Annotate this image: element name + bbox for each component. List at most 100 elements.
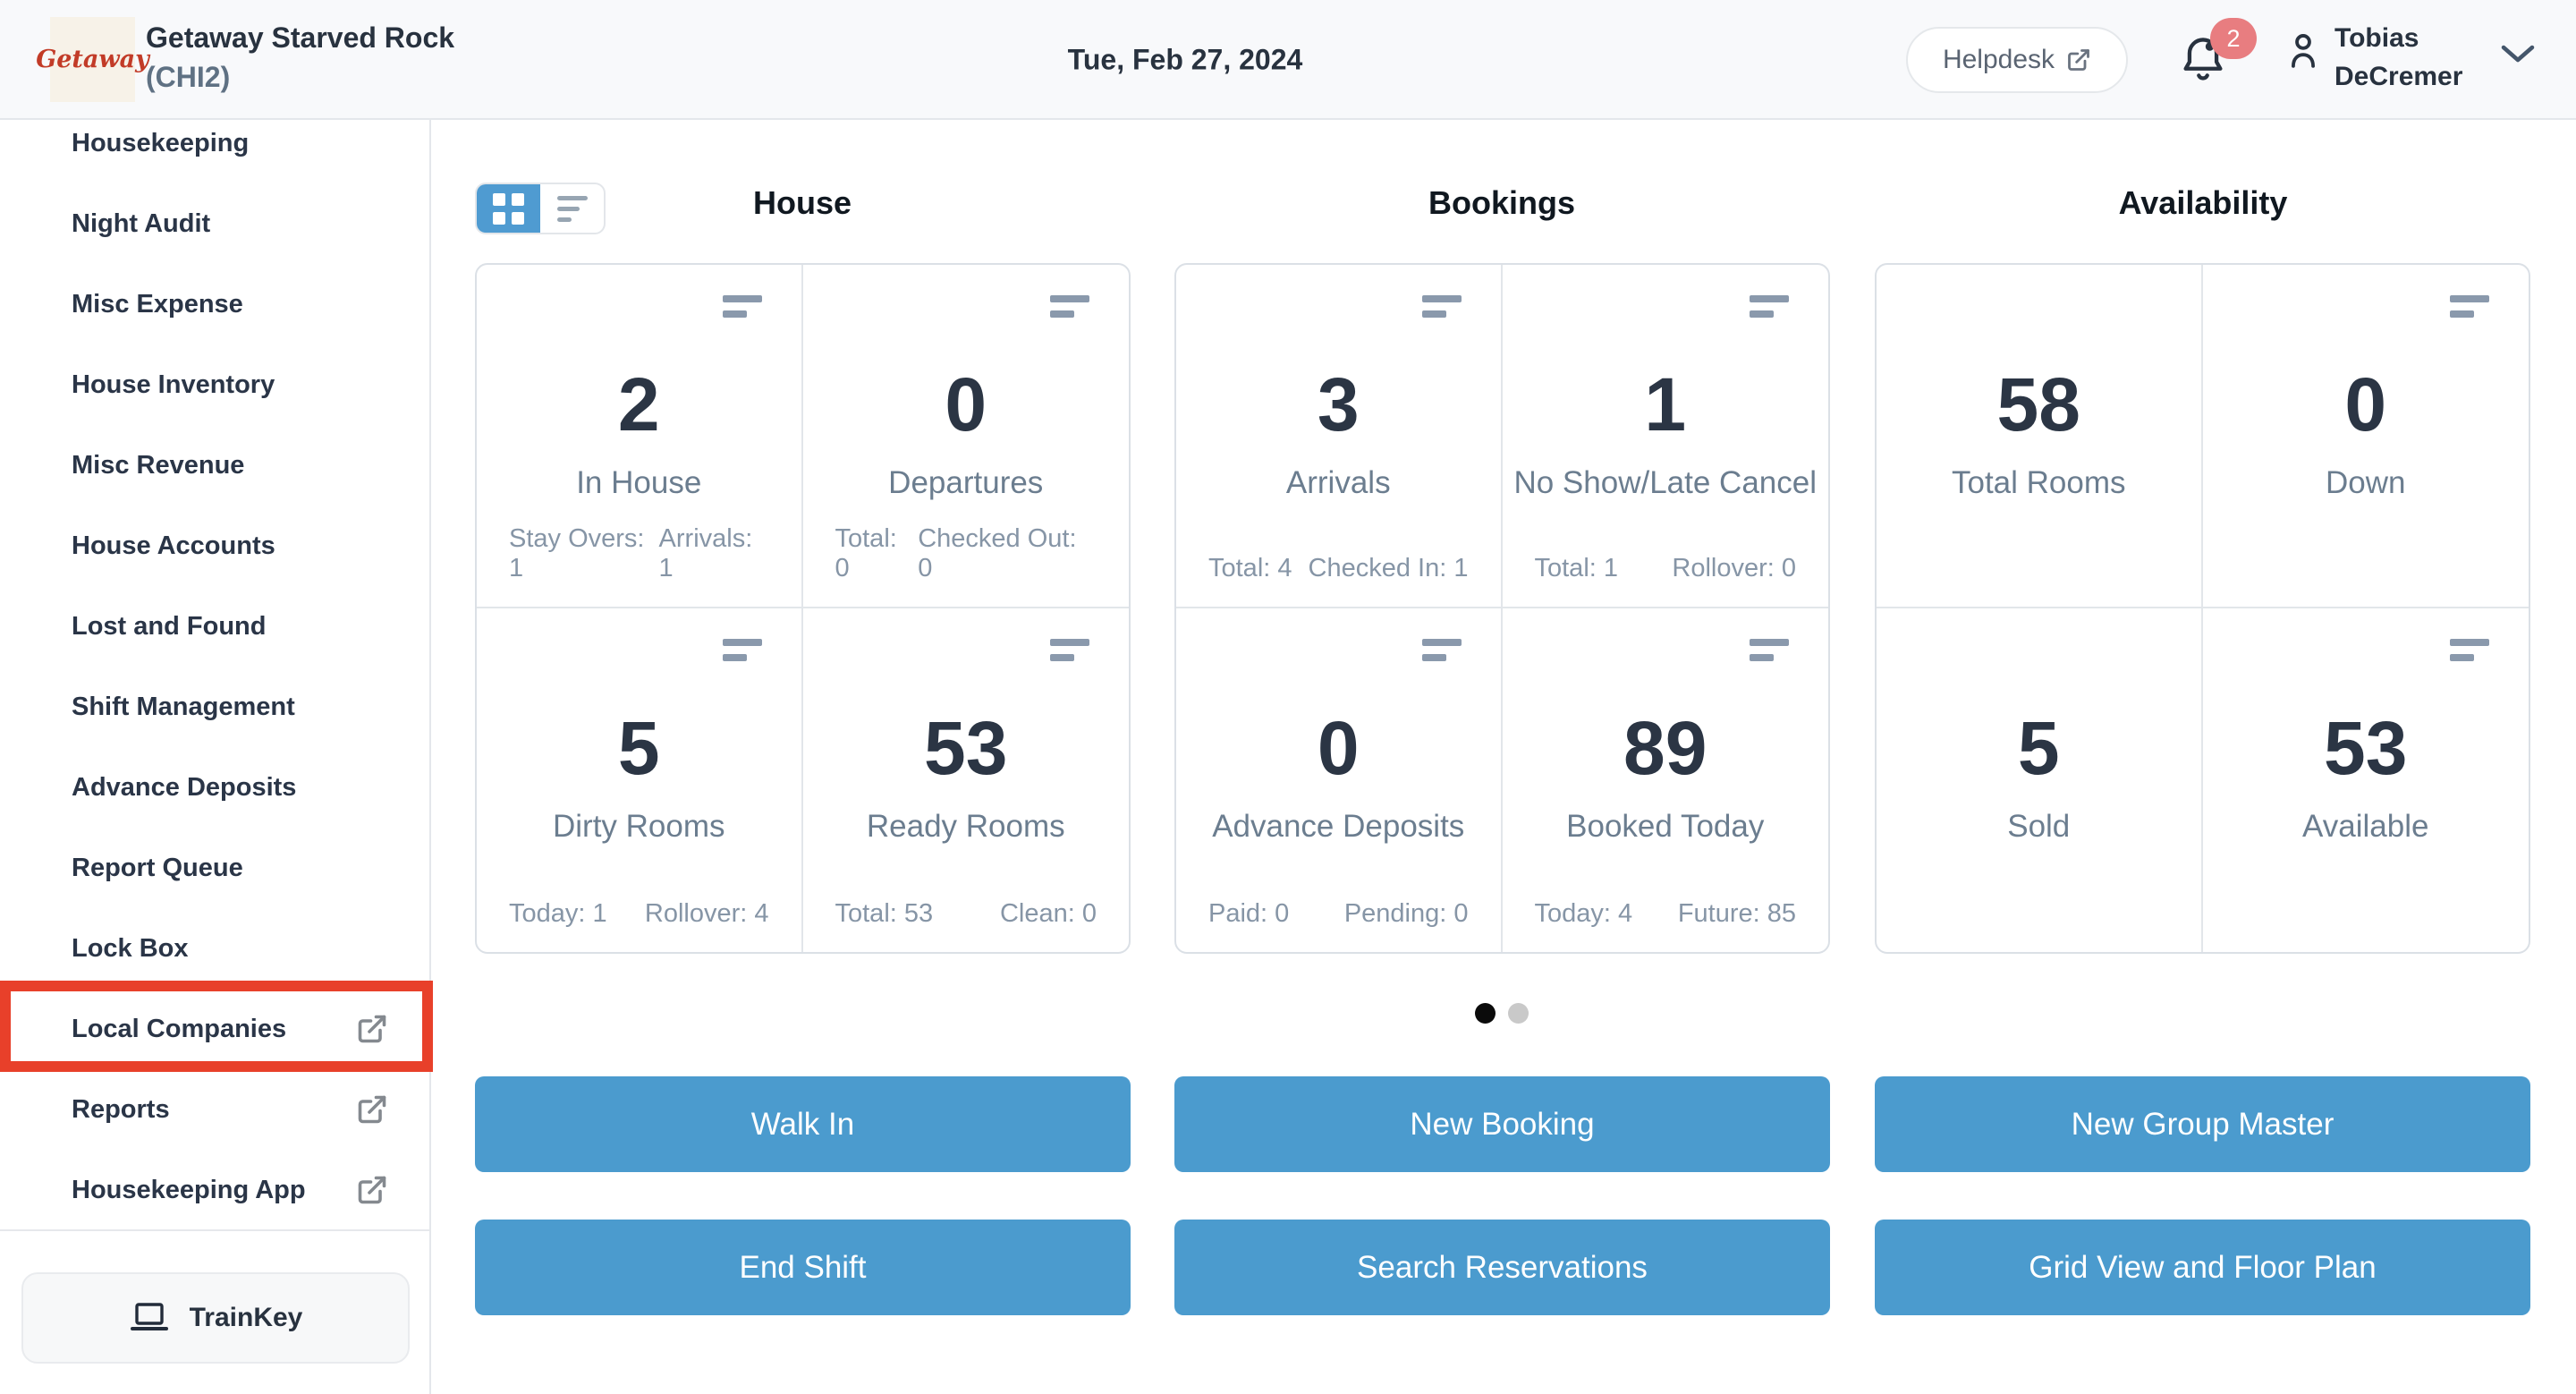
page-dot-2[interactable] [1508, 1003, 1529, 1024]
stat-card-down[interactable]: 0 Down [2202, 265, 2529, 608]
sidebar-item-misc-revenue[interactable]: Misc Revenue [0, 425, 429, 506]
sidebar-item-advance-deposits[interactable]: Advance Deposits [0, 747, 429, 828]
external-link-icon [358, 1176, 386, 1204]
card-menu-icon[interactable] [1421, 295, 1462, 318]
card-menu-icon[interactable] [1050, 639, 1089, 661]
user-first-name: Tobias [2334, 23, 2419, 53]
stat-detail-right: Rollover: 4 [644, 899, 769, 928]
section-title-bookings: Bookings [1428, 184, 1576, 221]
list-view-button[interactable] [540, 184, 604, 233]
sidebar-item-label: Night Audit [72, 208, 211, 238]
card-menu-icon[interactable] [2450, 295, 2489, 318]
external-link-icon [358, 1095, 386, 1124]
stat-detail-right: Rollover: 0 [1672, 554, 1796, 582]
stat-card-total-rooms[interactable]: 58 Total Rooms [1877, 265, 2203, 608]
helpdesk-label: Helpdesk [1942, 45, 2055, 74]
sidebar-item-shift-management[interactable]: Shift Management [0, 667, 429, 747]
stat-card-no-show-late-cancel[interactable]: 1 No Show/Late Cancel Total: 1 Rollover:… [1502, 265, 1828, 608]
stat-label: Advance Deposits [1212, 809, 1465, 844]
stat-card-available[interactable]: 53 Available [2203, 608, 2529, 952]
sidebar-item-label: House Accounts [72, 531, 275, 560]
grid-view-button[interactable] [477, 184, 540, 233]
sidebar-item-misc-expense[interactable]: Misc Expense [0, 264, 429, 344]
property-name: Getaway Starved Rock [146, 21, 455, 54]
stat-card-sold[interactable]: 5 Sold [1877, 608, 2203, 952]
brand-logo[interactable]: Getaway [36, 17, 149, 102]
stat-card-ready-rooms[interactable]: 53 Ready Rooms Total: 53 Clean: 0 [803, 608, 1130, 952]
sidebar-item-local-companies[interactable]: Local Companies [0, 989, 429, 1069]
helpdesk-button[interactable]: Helpdesk [1906, 27, 2128, 93]
user-name: Tobias DeCremer [2334, 20, 2462, 96]
sidebar-item-reports[interactable]: Reports [0, 1069, 429, 1150]
card-menu-icon[interactable] [722, 295, 762, 318]
trainkey-label: TrainKey [189, 1303, 303, 1332]
stat-detail-left: Total: 1 [1534, 554, 1619, 582]
card-menu-icon[interactable] [2450, 639, 2489, 661]
sidebar-item-night-audit[interactable]: Night Audit [0, 183, 429, 264]
sidebar-item-house-inventory[interactable]: House Inventory [0, 344, 429, 425]
stat-detail-right: Arrivals: 1 [658, 524, 753, 582]
new-group-master-button[interactable]: New Group Master [1875, 1076, 2530, 1172]
card-menu-icon[interactable] [722, 639, 762, 661]
stat-label: Arrivals [1285, 465, 1391, 500]
sidebar-item-label: Shift Management [72, 692, 295, 721]
availability-card-group: 58 Total Rooms 0 Down 5 Sold 53 Availabl… [1875, 263, 2530, 954]
stat-value: 0 [2344, 362, 2387, 446]
sidebar-item-lock-box[interactable]: Lock Box [0, 908, 429, 989]
stat-card-departures[interactable]: 0 Departures Total: 0 Checked Out: 0 [802, 265, 1129, 608]
sidebar-item-lost-and-found[interactable]: Lost and Found [0, 586, 429, 667]
stat-label: Sold [2007, 809, 2071, 844]
sidebar-item-label: Misc Expense [72, 289, 243, 319]
stat-card-booked-today[interactable]: 89 Booked Today Today: 4 Future: 85 [1503, 608, 1829, 952]
stat-value: 0 [945, 362, 987, 446]
page-dot-1[interactable] [1475, 1003, 1496, 1024]
section-title-house: House [752, 184, 852, 221]
house-card-group: 2 In House Stay Overs: 1 Arrivals: 1 0 D… [475, 263, 1131, 954]
card-menu-icon[interactable] [1750, 639, 1789, 661]
sidebar-item-label: Housekeeping [72, 128, 250, 157]
end-shift-button[interactable]: End Shift [475, 1220, 1131, 1315]
sidebar-item-label: Misc Revenue [72, 450, 245, 480]
sidebar-item-housekeeping[interactable]: Housekeeping [0, 103, 429, 183]
stat-card-arrivals[interactable]: 3 Arrivals Total: 4 Checked In: 1 [1176, 265, 1503, 608]
card-menu-icon[interactable] [1750, 295, 1789, 318]
stat-card-dirty-rooms[interactable]: 5 Dirty Rooms Today: 1 Rollover: 4 [477, 608, 803, 952]
stat-detail-right: Checked Out: 0 [918, 524, 1077, 582]
walk-in-button[interactable]: Walk In [475, 1076, 1131, 1172]
stat-detail-left: Today: 4 [1534, 899, 1633, 928]
stat-value: 53 [2324, 706, 2408, 790]
notifications-button[interactable]: 2 [2180, 18, 2278, 97]
stat-label: In House [576, 465, 702, 500]
property-title: Getaway Starved Rock (CHI2) [146, 18, 454, 97]
sidebar-item-label: Report Queue [72, 853, 243, 882]
stat-label: Total Rooms [1951, 465, 2126, 500]
stat-value: 2 [617, 362, 660, 446]
sidebar-item-housekeeping-app[interactable]: Housekeeping App [0, 1150, 429, 1230]
new-booking-button[interactable]: New Booking [1174, 1076, 1830, 1172]
stat-label: Available [2302, 809, 2429, 844]
stat-detail-right: Pending: 0 [1343, 899, 1469, 928]
sidebar-item-report-queue[interactable]: Report Queue [0, 828, 429, 908]
external-link-icon [2068, 49, 2089, 71]
carousel-pagination [1475, 1003, 1529, 1024]
sidebar-nav: Housekeeping Night Audit Misc Expense Ho… [0, 120, 431, 1394]
stat-card-in-house[interactable]: 2 In House Stay Overs: 1 Arrivals: 1 [477, 265, 803, 608]
stat-value: 5 [617, 706, 660, 790]
stat-detail-right: Future: 85 [1677, 899, 1796, 928]
sidebar-item-label: Lost and Found [72, 611, 267, 641]
search-reservations-button[interactable]: Search Reservations [1174, 1220, 1830, 1315]
card-menu-icon[interactable] [1050, 295, 1089, 318]
sidebar-item-house-accounts[interactable]: House Accounts [0, 506, 429, 586]
top-bar: Getaway Getaway Starved Rock (CHI2) Tue,… [0, 0, 2576, 120]
user-menu-chevron[interactable] [2501, 45, 2535, 69]
card-menu-icon[interactable] [1421, 639, 1462, 661]
stat-label: Departures [888, 465, 1044, 500]
grid-view-floor-plan-button[interactable]: Grid View and Floor Plan [1875, 1220, 2530, 1315]
chevron-down-icon [2501, 45, 2535, 63]
section-title-availability: Availability [2118, 184, 2288, 221]
stat-card-advance-deposits[interactable]: 0 Advance Deposits Paid: 0 Pending: 0 [1176, 608, 1503, 952]
bookings-card-group: 3 Arrivals Total: 4 Checked In: 1 1 No S… [1174, 263, 1830, 954]
sidebar-item-label: House Inventory [72, 370, 275, 399]
trainkey-button[interactable]: TrainKey [21, 1272, 410, 1364]
user-menu[interactable]: Tobias DeCremer [2286, 20, 2462, 96]
